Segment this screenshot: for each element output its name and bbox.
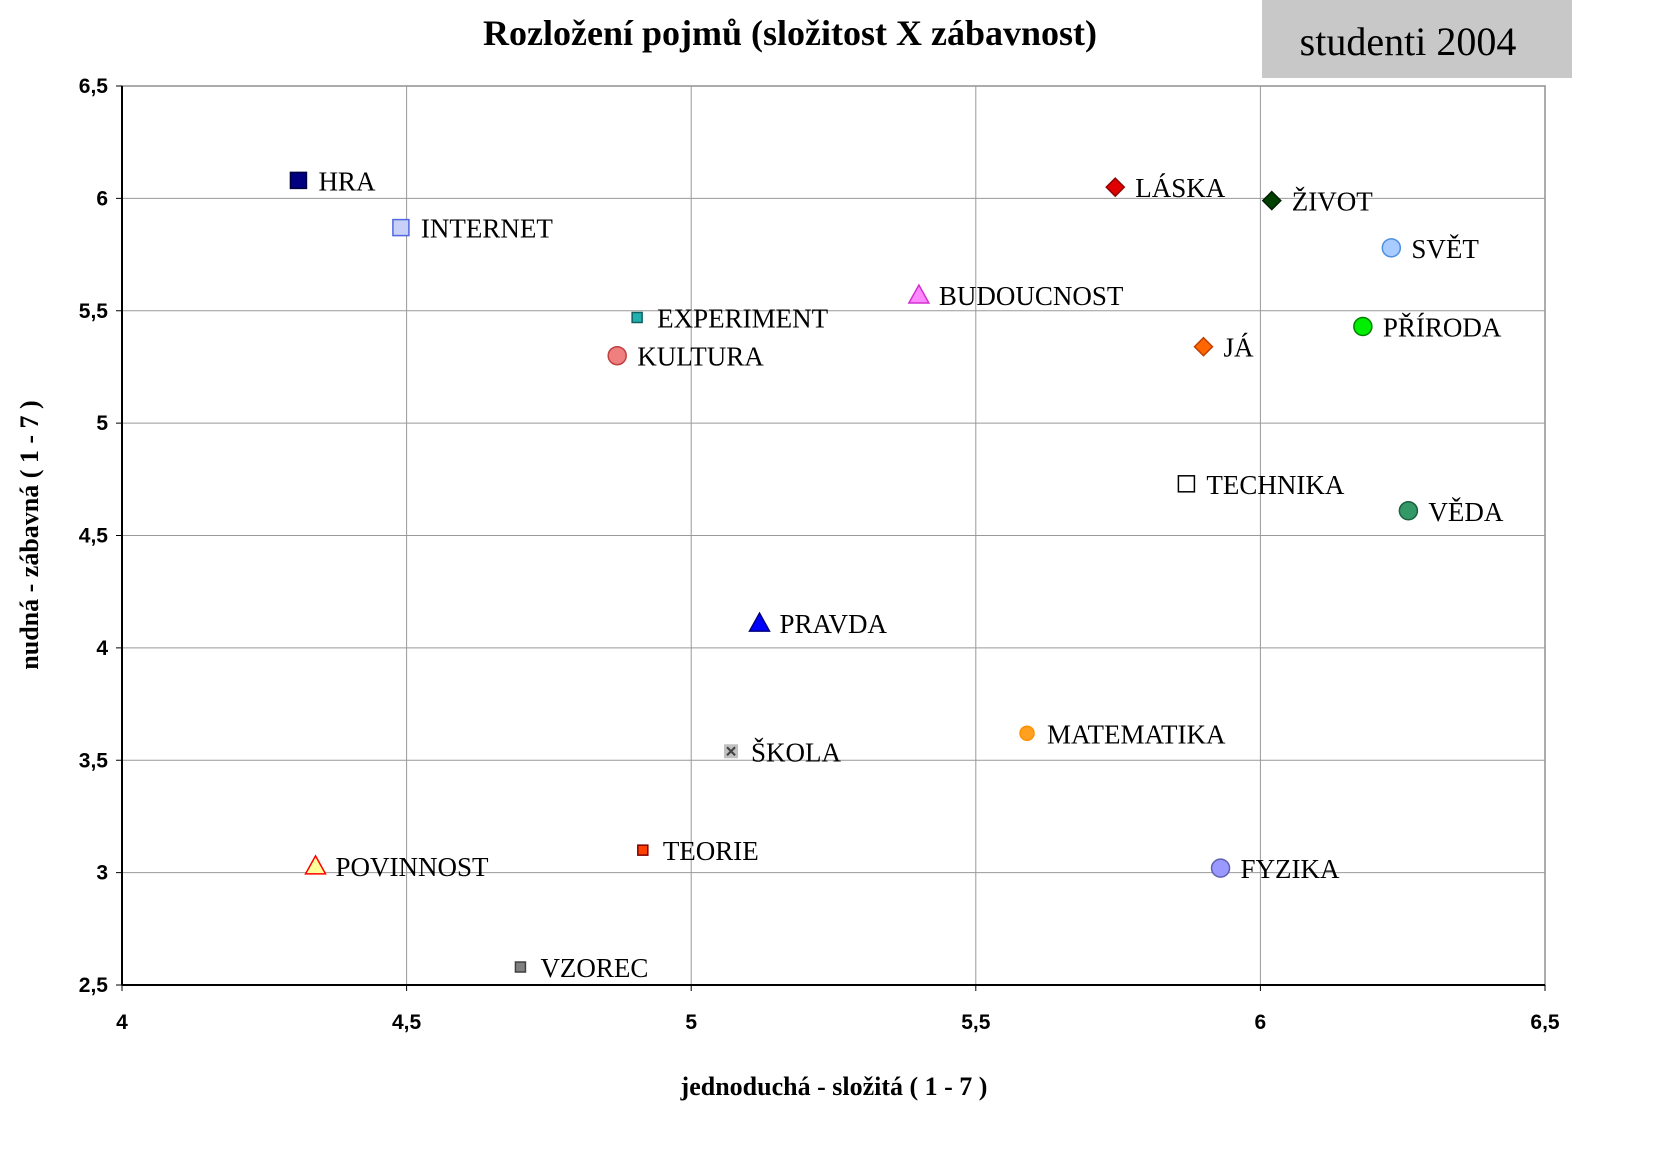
x-tick-label: 5 [685, 1011, 697, 1034]
x-tick-label: 4,5 [392, 1011, 422, 1034]
point-label: KULTURA [637, 342, 764, 372]
y-tick-label: 6 [96, 187, 108, 210]
point [304, 854, 327, 875]
point [1210, 858, 1231, 878]
x-tick-label: 4 [116, 1011, 128, 1034]
y-tick-label: 4,5 [79, 525, 109, 548]
point [1398, 501, 1419, 521]
y-tick-label: 5,5 [79, 300, 109, 323]
point-label: BUDOUCNOST [939, 281, 1124, 311]
point-label: EXPERIMENT [657, 303, 828, 333]
x-tick-label: 5,5 [961, 1011, 991, 1034]
point [1105, 177, 1126, 198]
point [289, 171, 308, 190]
point-label: VĚDA [1428, 497, 1503, 527]
chart-title: Rozložení pojmů (složitost X zábavnost) [483, 13, 1097, 53]
y-tick-label: 5 [96, 412, 108, 435]
point-label: FYZIKA [1241, 854, 1340, 884]
y-tick-label: 3 [96, 862, 108, 885]
point [748, 611, 771, 632]
point [1353, 316, 1373, 337]
point-label: SVĚT [1411, 234, 1479, 264]
x-tick-label: 6 [1255, 1011, 1267, 1034]
point [1019, 725, 1035, 742]
point [1193, 336, 1214, 357]
point-label: POVINNOST [336, 852, 490, 882]
y-tick-label: 3,5 [79, 749, 109, 772]
badge: studenti 2004 [1300, 19, 1517, 64]
point-label: TEORIE [663, 836, 759, 866]
y-axis-label: nudná - zábavná ( 1 - 7 ) [15, 400, 44, 669]
x-axis-label: jednoduchá - složitá ( 1 - 7 ) [680, 1072, 988, 1101]
point [1381, 238, 1402, 258]
point-label: PRAVDA [780, 609, 888, 639]
point [631, 311, 643, 324]
point-label: PŘÍRODA [1383, 312, 1502, 342]
point [1261, 190, 1282, 211]
point-label: MATEMATIKA [1047, 719, 1226, 749]
point-label: LÁSKA [1135, 173, 1226, 203]
y-tick-label: 6,5 [79, 75, 109, 98]
badge-box [1262, 0, 1572, 78]
point [724, 744, 739, 759]
point-label: VZOREC [540, 953, 648, 983]
point-label: HRA [318, 166, 376, 196]
y-tick-label: 2,5 [79, 974, 109, 997]
point-label: ŽIVOT [1292, 187, 1373, 217]
point [607, 345, 627, 366]
point-label: ŠKOLA [751, 737, 842, 767]
point [514, 961, 527, 973]
point [1177, 475, 1196, 493]
point-label: INTERNET [421, 214, 553, 244]
x-tick-label: 6,5 [1530, 1011, 1560, 1034]
y-tick-label: 4 [96, 637, 108, 660]
point [907, 283, 931, 304]
point [637, 844, 649, 856]
point-label: JÁ [1223, 333, 1254, 363]
point-label: TECHNIKA [1206, 470, 1344, 500]
point [392, 218, 410, 237]
